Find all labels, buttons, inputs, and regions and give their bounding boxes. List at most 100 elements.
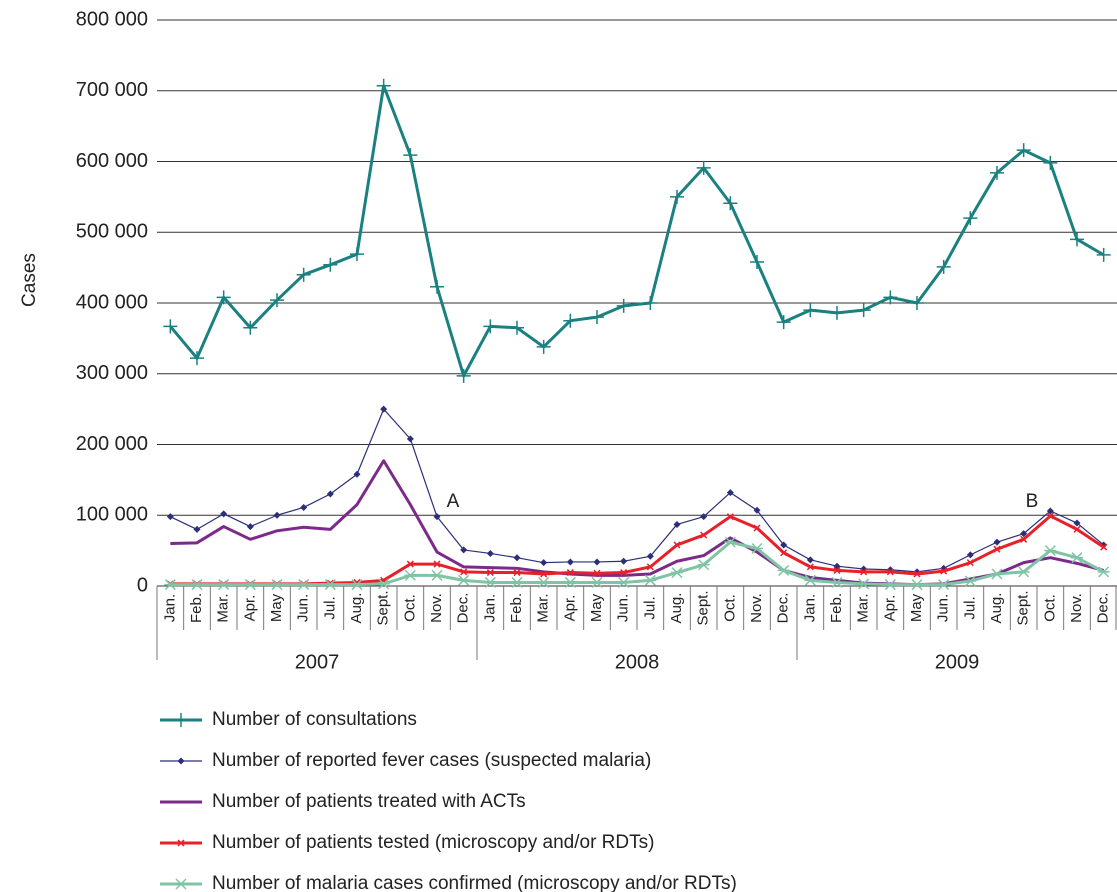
legend-label: Number of reported fever cases (suspecte… [212, 750, 651, 771]
marker [751, 542, 763, 555]
series [164, 536, 1110, 591]
marker [697, 559, 710, 571]
marker [940, 567, 948, 575]
marker [377, 578, 390, 590]
marker [1096, 247, 1111, 262]
marker [910, 296, 924, 310]
marker [833, 566, 841, 574]
marker [593, 558, 601, 566]
marker [591, 576, 603, 588]
marker [753, 506, 761, 514]
x-tick-label: Mar. [535, 593, 552, 622]
marker [300, 503, 308, 511]
marker [673, 541, 681, 549]
x-tick-label: May [908, 593, 925, 622]
marker [803, 303, 818, 318]
x-tick-label: Jul. [961, 596, 978, 619]
x-tick-label: Jan. [161, 594, 178, 622]
y-tick-label: 400 000 [76, 291, 148, 313]
marker [376, 78, 391, 93]
marker [404, 569, 417, 581]
marker [190, 351, 204, 366]
x-tick-label: Mar. [855, 593, 872, 622]
marker [511, 576, 523, 588]
marker [963, 211, 978, 226]
marker [830, 305, 844, 320]
marker [273, 511, 281, 519]
marker [911, 579, 923, 591]
marker [616, 298, 631, 313]
marker [1016, 143, 1031, 158]
x-tick-label: Dec. [1095, 593, 1112, 624]
x-tick-label: Oct. [401, 594, 418, 622]
x-tick-label: Nov. [428, 593, 445, 623]
x-tick-label: Sept. [1015, 590, 1032, 625]
x-tick-label: Apr. [881, 595, 898, 622]
marker [486, 549, 494, 557]
marker [723, 196, 738, 211]
marker [456, 368, 471, 383]
marker [244, 579, 257, 591]
series-line [170, 408, 1105, 573]
marker [643, 296, 658, 310]
marker [297, 579, 310, 591]
y-tick-label: 100 000 [76, 504, 148, 526]
marker [486, 569, 494, 577]
x-tick-label: Apr. [241, 595, 258, 622]
marker [536, 339, 551, 354]
marker [776, 315, 791, 330]
x-tick-label: Jun. [615, 594, 632, 622]
x-tick-label: Feb. [188, 593, 205, 623]
marker [966, 559, 974, 567]
marker [433, 560, 441, 568]
marker [964, 575, 977, 587]
marker [617, 576, 630, 588]
x-tick-label: Jan. [481, 594, 498, 622]
marker [216, 290, 231, 305]
marker [406, 435, 414, 443]
marker [620, 569, 628, 577]
marker [566, 558, 574, 566]
marker [326, 490, 334, 498]
y-tick-label: 300 000 [76, 362, 148, 384]
legend-label: Number of patients treated with ACTs [212, 791, 526, 812]
marker [1020, 530, 1028, 538]
x-tick-label: Apr. [561, 595, 578, 622]
legend-label: Number of consultations [212, 709, 417, 730]
marker [217, 579, 230, 591]
marker [243, 320, 258, 335]
y-tick-label: 700 000 [76, 79, 148, 101]
marker [993, 545, 1001, 553]
x-tick-label: Jun. [935, 594, 952, 622]
marker [271, 579, 283, 591]
y-tick-label: 800 000 [76, 8, 148, 30]
marker [884, 579, 897, 591]
marker [324, 579, 337, 591]
marker [460, 568, 468, 576]
y-tick-label: 200 000 [76, 433, 148, 455]
y-axis-label: Cases [19, 253, 40, 307]
year-label: 2007 [295, 651, 340, 673]
x-tick-label: Oct. [1041, 594, 1058, 622]
marker [644, 574, 657, 586]
marker [220, 510, 228, 518]
marker [590, 310, 604, 325]
year-label: 2009 [935, 651, 980, 673]
x-tick-label: Sept. [375, 590, 392, 625]
marker [460, 546, 468, 554]
marker [1070, 232, 1084, 247]
marker [403, 148, 418, 163]
marker [380, 405, 388, 413]
marker [726, 513, 734, 521]
legend-label: Number of patients tested (microscopy an… [212, 832, 654, 853]
marker [563, 313, 578, 328]
marker [886, 568, 894, 576]
marker [177, 839, 185, 847]
marker [673, 520, 681, 528]
x-tick-label: Nov. [748, 593, 765, 623]
marker [593, 569, 601, 577]
marker [860, 568, 868, 576]
series [166, 405, 1108, 576]
x-tick-label: Jun. [295, 594, 312, 622]
